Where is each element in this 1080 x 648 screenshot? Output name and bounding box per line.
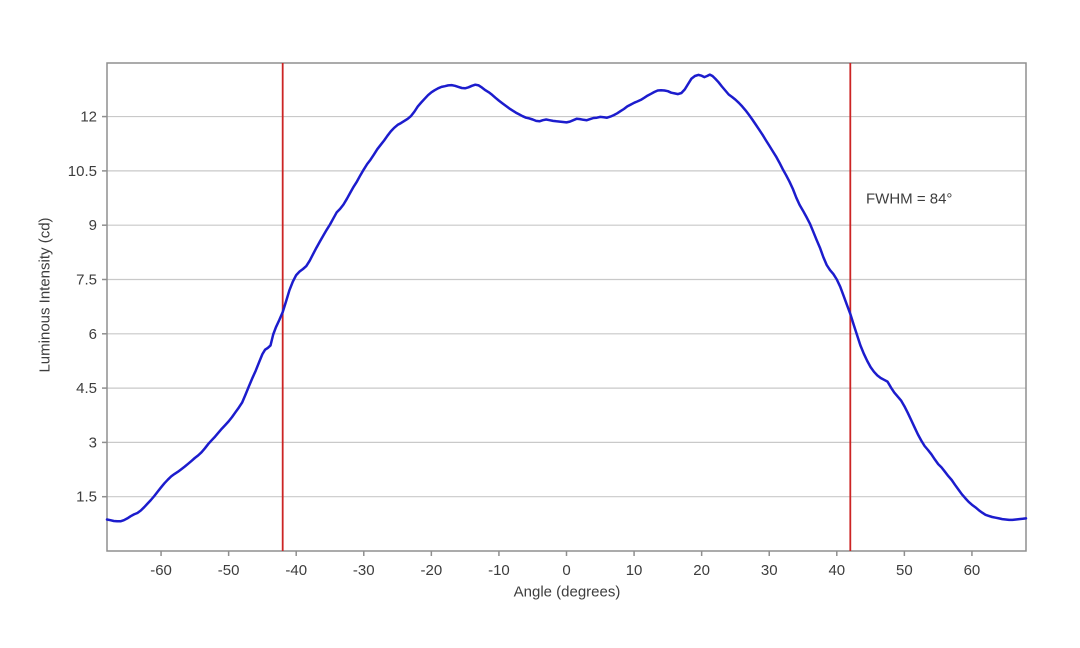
intensity-curve [105,73,1028,523]
y-tick-label-7.5: 7.5 [76,271,97,288]
y-tick-label-3: 3 [89,434,97,451]
x-tick-label-40: 40 [828,562,845,579]
y-tick-label-4.5: 4.5 [76,380,97,397]
x-tick-label--50: -50 [218,562,240,579]
y-tick-label-1.5: 1.5 [76,489,97,506]
y-tick-label-9: 9 [89,217,97,234]
x-axis-title: Angle (degrees) [513,583,621,601]
fwhm-annotation: FWHM = 84° [866,190,953,208]
x-tick-label-20: 20 [693,562,710,579]
x-tick-label--10: -10 [488,562,510,579]
plot-frame [106,62,1027,552]
x-tick-label-10: 10 [626,562,643,579]
x-tick-label--60: -60 [150,562,172,579]
x-tick-label--20: -20 [421,562,443,579]
x-tick-label-60: 60 [964,562,981,579]
x-tick-label-0: 0 [562,562,570,579]
y-tick-label-10.5: 10.5 [68,163,97,180]
x-tick-label--30: -30 [353,562,375,579]
y-tick-label-6: 6 [89,326,97,343]
x-tick-label-50: 50 [896,562,913,579]
x-tick-label--40: -40 [285,562,307,579]
y-axis-title: Luminous Intensity (cd) [36,217,54,373]
x-tick-label-30: 30 [761,562,778,579]
y-tick-label-12: 12 [80,109,97,126]
